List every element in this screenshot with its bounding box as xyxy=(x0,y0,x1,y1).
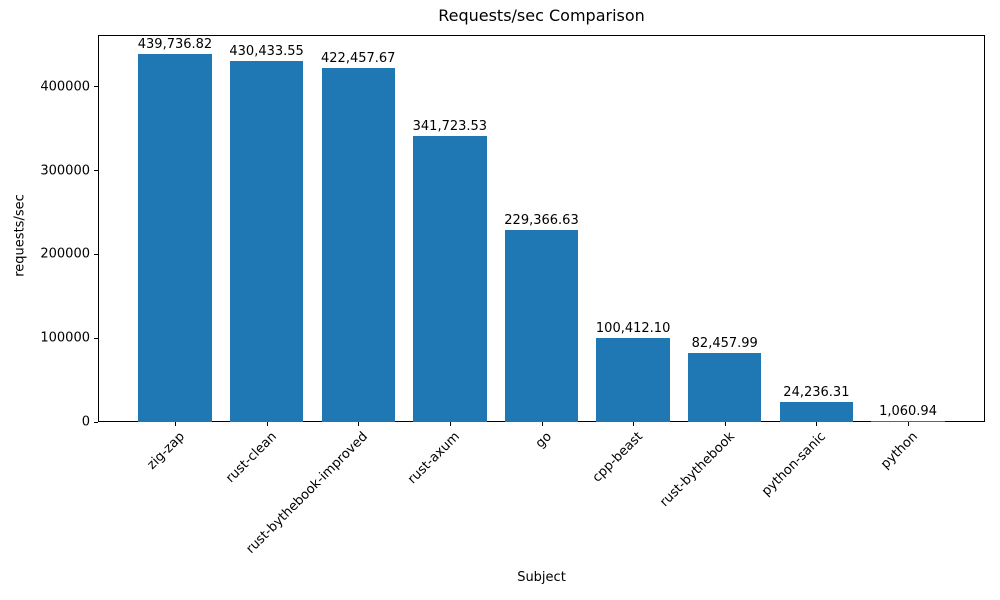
y-tick-mark xyxy=(94,170,98,172)
bar xyxy=(871,421,945,422)
y-tick-mark xyxy=(94,253,98,255)
x-tick-mark xyxy=(908,422,910,426)
x-tick-label: python xyxy=(878,429,921,473)
bar-value-label: 341,723.53 xyxy=(412,118,488,134)
x-tick-mark xyxy=(541,422,543,426)
x-tick-mark xyxy=(174,422,176,426)
bar-value-label: 439,736.82 xyxy=(137,36,213,52)
x-tick-label: zig-zap xyxy=(144,429,188,473)
bar-value-label: 422,457.67 xyxy=(321,51,396,67)
x-axis-label: Subject xyxy=(517,570,566,585)
y-axis-label: requests/sec xyxy=(12,194,28,277)
bar-value-label: 430,433.55 xyxy=(229,44,304,60)
bar-value-label: 24,236.31 xyxy=(783,384,850,400)
bar xyxy=(321,68,395,422)
y-tick-label: 0 xyxy=(81,414,90,430)
y-tick-mark xyxy=(94,86,98,88)
x-tick-mark xyxy=(266,422,268,426)
x-tick-mark xyxy=(816,422,818,426)
bar xyxy=(688,352,762,422)
bar-value-label: 229,366.63 xyxy=(504,212,579,228)
bar xyxy=(138,53,212,422)
x-tick-label: go xyxy=(532,429,555,452)
x-tick-mark xyxy=(358,422,360,426)
x-tick-mark xyxy=(724,422,726,426)
chart-title: Requests/sec Comparison xyxy=(438,6,645,25)
x-tick-label: rust-axum xyxy=(404,429,463,488)
y-tick-mark xyxy=(94,421,98,423)
x-tick-label: rust-bythebook xyxy=(656,429,738,510)
bar-value-label: 82,457.99 xyxy=(691,335,758,351)
y-tick-label: 100000 xyxy=(40,330,90,346)
bar xyxy=(779,401,854,422)
bar-value-label: 100,412.10 xyxy=(595,320,671,336)
x-tick-mark xyxy=(449,422,451,426)
bar xyxy=(596,337,670,422)
y-tick-label: 400000 xyxy=(40,79,90,95)
y-tick-label: 300000 xyxy=(40,163,90,179)
x-tick-label: cpp-beast xyxy=(589,429,647,486)
bar xyxy=(229,61,304,422)
x-tick-label: rust-clean xyxy=(222,429,280,486)
y-tick-label: 200000 xyxy=(40,246,90,262)
x-tick-mark xyxy=(633,422,635,426)
x-tick-label: python-sanic xyxy=(759,429,830,500)
bar-value-label: 1,060.94 xyxy=(879,404,937,419)
y-tick-mark xyxy=(94,337,98,339)
bar xyxy=(504,229,579,422)
bar xyxy=(413,135,487,422)
